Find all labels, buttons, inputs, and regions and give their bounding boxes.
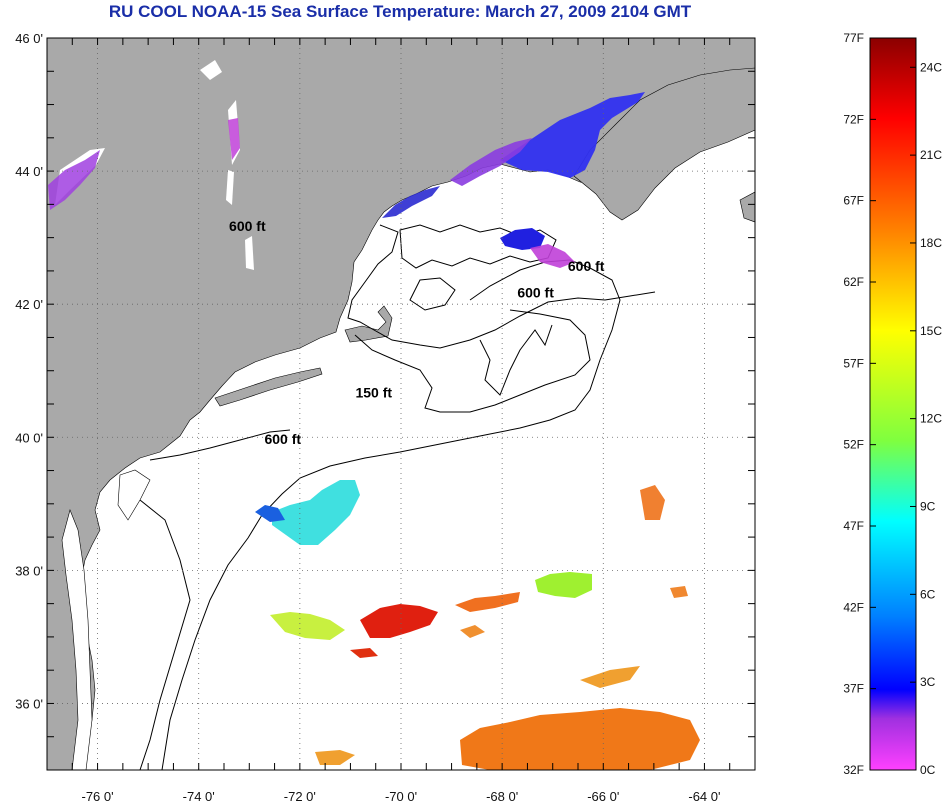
- lat-tick-label: 38 0': [15, 563, 43, 578]
- sst-gom-purple: [450, 138, 532, 186]
- lake-1: [200, 60, 222, 80]
- sst-gulf-of-maine: [500, 92, 645, 178]
- sst-georges: [500, 228, 545, 250]
- colorbar-f-label: 57F: [843, 356, 864, 370]
- sst-orange-southwest: [315, 750, 355, 765]
- contour-inner-shelf: [149, 429, 291, 461]
- colorbar: 77F 72F 67F 62F 57F 52F 47F 42F 37F 32F 24C 21C 18C…: [843, 31, 942, 777]
- colorbar-gradient: [869, 37, 917, 771]
- sst-gom-coast: [382, 186, 440, 218]
- colorbar-c-label: 12C: [920, 412, 942, 426]
- land-nova-scotia: [573, 67, 755, 221]
- colorbar-c-label: 6C: [920, 587, 936, 601]
- contour-gom-inner2: [409, 277, 456, 311]
- land-island-east: [739, 191, 755, 223]
- colorbar-celsius-labels: 24C 21C 18C 15C 12C 9C 6C 3C 0C: [910, 60, 942, 777]
- lon-tick-label: -74 0': [183, 789, 215, 804]
- lake-5: [245, 236, 254, 270]
- sst-red-small: [350, 648, 378, 658]
- land-long-island: [214, 367, 323, 407]
- sst-orange-west: [460, 625, 485, 638]
- lon-tick-label: -70 0': [385, 789, 417, 804]
- sst-green: [535, 572, 592, 598]
- lat-tick-label: 40 0': [15, 430, 43, 445]
- lon-tick-label: -72 0': [284, 789, 316, 804]
- axis-labels: 46 0' 44 0' 42 0' 40 0' 38 0' 36 0' -76 0' -74 …: [15, 31, 720, 804]
- depth-label: 600 ft: [568, 258, 605, 274]
- sst-slope-cyan: [272, 480, 360, 545]
- lon-tick-label: -68 0': [486, 789, 518, 804]
- contour-600ft-gom: [347, 224, 656, 349]
- colorbar-f-label: 67F: [843, 194, 864, 208]
- gridlines: [47, 38, 755, 770]
- sst-georges-purple: [530, 244, 575, 268]
- lat-tick-label: 42 0': [15, 297, 43, 312]
- lon-tick-label: -66 0': [587, 789, 619, 804]
- sst-slope-blue: [255, 505, 285, 522]
- colorbar-f-label: 72F: [843, 112, 864, 126]
- contour-150ft: [354, 309, 591, 413]
- sst-orange-small: [670, 586, 688, 598]
- colorbar-fahrenheit-labels: 77F 72F 67F 62F 57F 52F 47F 42F 37F 32F: [843, 31, 876, 777]
- colorbar-c-label: 21C: [920, 148, 942, 162]
- depth-label: 600 ft: [229, 218, 266, 234]
- sst-orange-mid: [455, 592, 520, 612]
- colorbar-f-label: 37F: [843, 682, 864, 696]
- colorbar-c-label: 3C: [920, 675, 936, 689]
- chesapeake-bay: [61, 509, 93, 770]
- colorbar-f-label: 62F: [843, 275, 864, 289]
- depth-label: 600 ft: [517, 285, 554, 301]
- contour-coastal: [139, 499, 191, 770]
- colorbar-f-label: 47F: [843, 519, 864, 533]
- lake-3: [226, 170, 234, 205]
- lon-tick-label: -64 0': [688, 789, 720, 804]
- depth-labels: 600 ft 600 ft 600 ft 150 ft 600 ft: [229, 218, 605, 447]
- lat-tick-label: 46 0': [15, 31, 43, 46]
- colorbar-c-label: 0C: [920, 763, 936, 777]
- sst-inland-lake-purple: [228, 118, 240, 160]
- map-title: RU COOL NOAA-15 Sea Surface Temperature:…: [108, 2, 692, 21]
- sst-orange-east: [640, 485, 665, 520]
- lat-tick-label: 36 0': [15, 696, 43, 711]
- contour-600ft-georges: [459, 259, 621, 441]
- sst-west-purple: [48, 150, 100, 210]
- colorbar-f-label: 32F: [843, 763, 864, 777]
- colorbar-f-label: 42F: [843, 600, 864, 614]
- colorbar-c-label: 18C: [920, 236, 942, 250]
- lon-tick-label: -76 0': [82, 789, 114, 804]
- sst-patches: [48, 92, 700, 770]
- depth-label: 150 ft: [355, 384, 392, 400]
- colorbar-c-label: 15C: [920, 324, 942, 338]
- sst-orange-south: [460, 708, 700, 770]
- colorbar-f-label: 52F: [843, 438, 864, 452]
- depth-label: 600 ft: [264, 431, 301, 447]
- sst-red: [360, 604, 438, 638]
- colorbar-c-label: 24C: [920, 60, 942, 74]
- colorbar-c-label: 9C: [920, 499, 936, 513]
- sst-yellow-green: [270, 612, 345, 640]
- lat-tick-label: 44 0': [15, 164, 43, 179]
- colorbar-f-label: 77F: [843, 31, 864, 45]
- contour-canyon: [479, 324, 553, 396]
- sst-orange-band: [580, 666, 640, 688]
- axis-ticks: [46, 37, 756, 771]
